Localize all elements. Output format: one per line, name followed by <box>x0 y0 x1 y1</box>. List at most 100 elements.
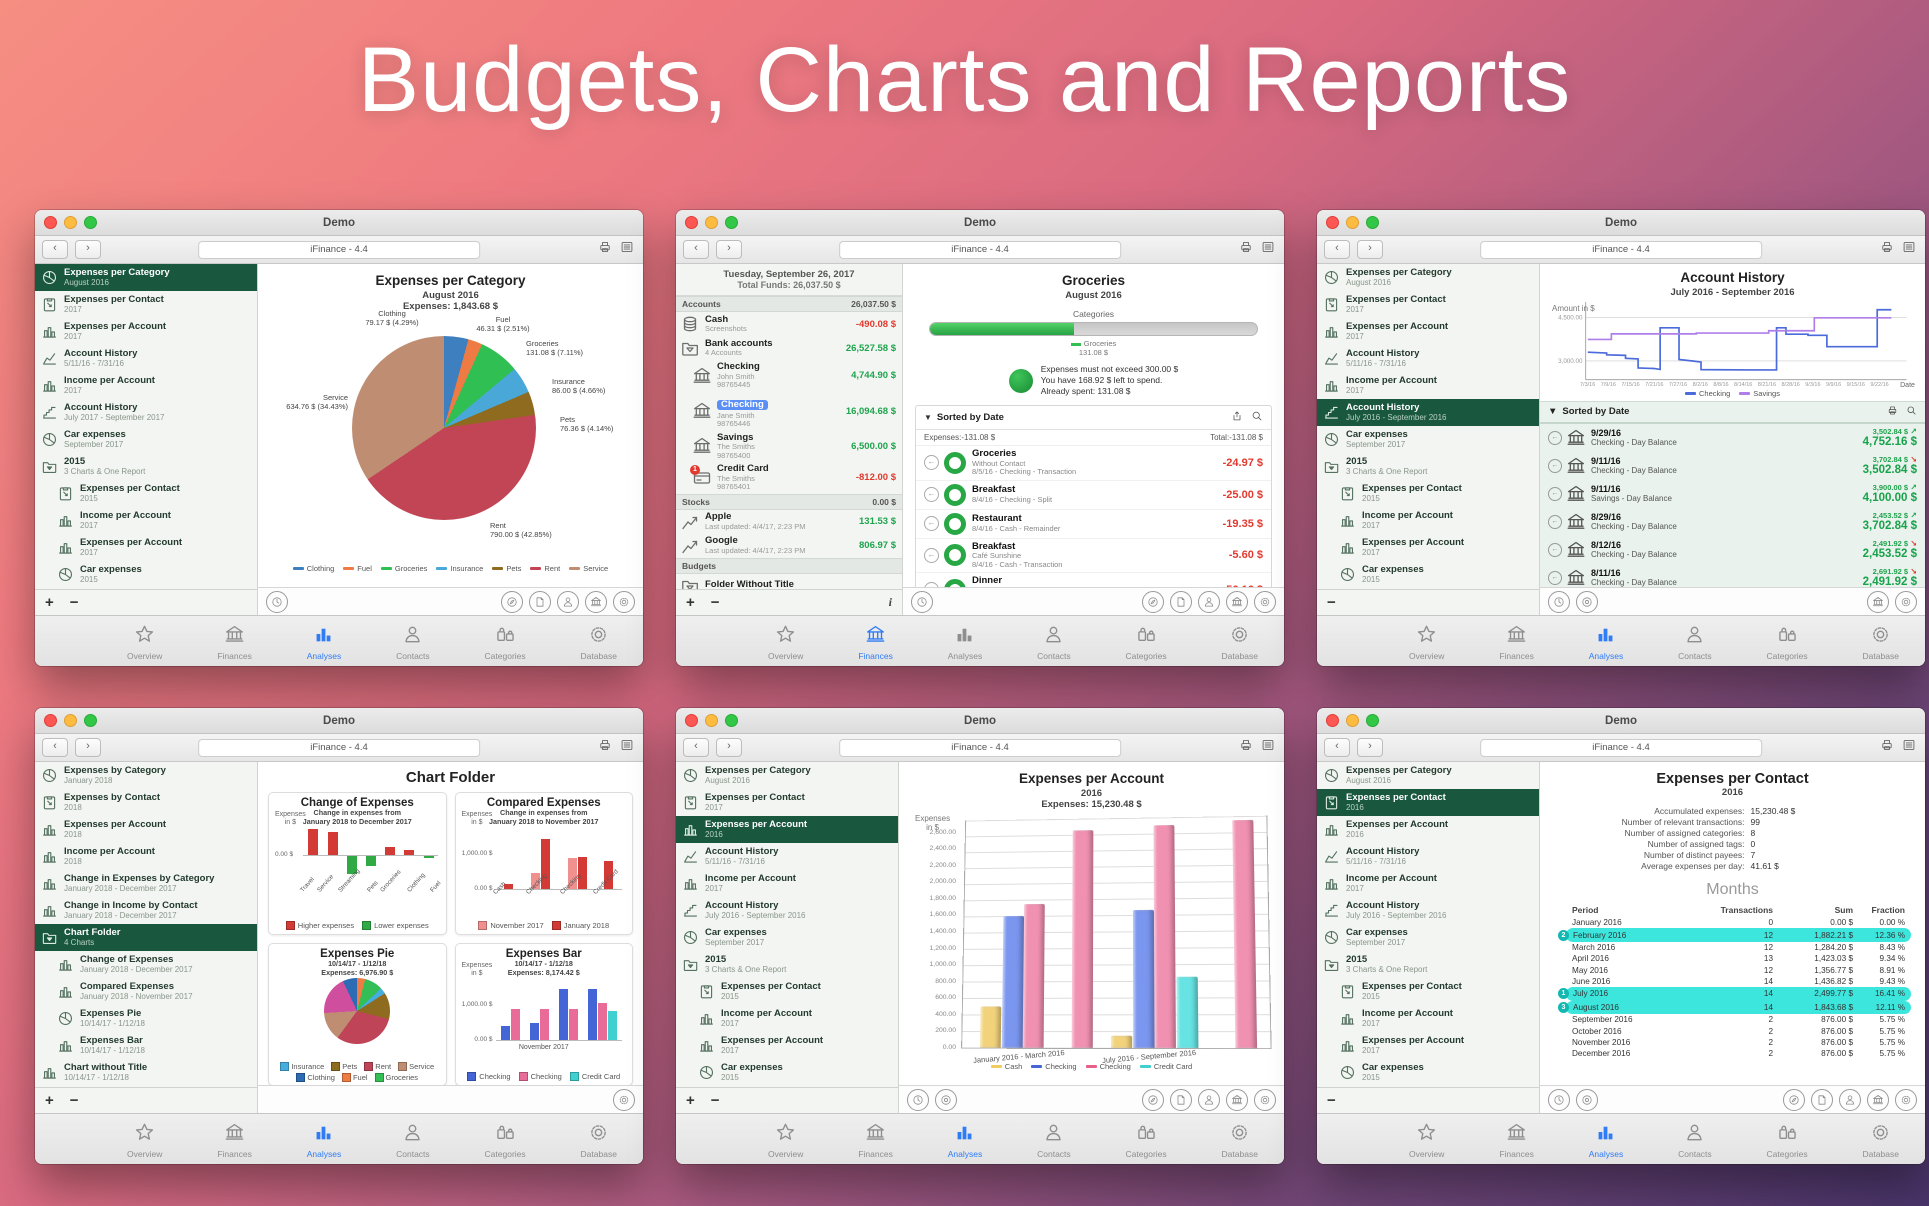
back-button[interactable]: ‹ <box>1324 738 1350 757</box>
table-row[interactable]: September 2016 2 876.00 $ 5.75 % <box>1566 1014 1911 1025</box>
table-row[interactable]: January 2016 0 0.00 $ 0.00 % <box>1566 917 1911 928</box>
toolbar-tab-database[interactable]: Database <box>1222 1122 1258 1159</box>
sidebar-item[interactable]: 2015 3 Charts & One Report <box>35 453 257 480</box>
toolbar-tab-database[interactable]: Database <box>581 624 617 661</box>
sidebar-item[interactable]: Income per Account 2017 <box>35 507 257 534</box>
sidebar-item[interactable]: Expenses per Account 2017 <box>1317 1032 1539 1059</box>
transaction-row[interactable]: ← Breakfast 8/4/16 - Checking - Split -25.0… <box>916 481 1271 510</box>
detail-arrow-icon[interactable]: ← <box>1548 458 1562 473</box>
table-row[interactable]: 3 August 2016 14 1,843.68 $ 12.11 % <box>1558 1000 1911 1014</box>
toolbar-tab-overview[interactable]: Overview <box>127 624 162 661</box>
doc-button[interactable] <box>1811 1088 1833 1111</box>
toolbar-tab-analyses[interactable]: Analyses <box>948 624 982 661</box>
sidebar-item[interactable]: Expenses per Category August 2016 <box>1317 762 1539 789</box>
balance-row[interactable]: ← 9/29/16 Checking - Day Balance 3,502.84 $… <box>1540 424 1925 452</box>
listicon-icon[interactable] <box>1261 240 1275 259</box>
close-button[interactable] <box>1326 714 1339 727</box>
app-version-field[interactable]: iFinance - 4.4 <box>1480 738 1762 757</box>
table-row[interactable]: October 2016 2 876.00 $ 5.75 % <box>1566 1025 1911 1036</box>
doc-button[interactable] <box>1170 590 1192 613</box>
sidebar-item[interactable]: 2015 3 Charts & One Report <box>676 951 898 978</box>
sidebar-item[interactable]: Account History July 2016 - September 201… <box>1317 399 1539 426</box>
chart-card[interactable]: Compared Expenses Change in expenses from… <box>454 792 633 935</box>
sidebar-item[interactable]: Car expenses September 2017 <box>1317 924 1539 951</box>
sidebar-item[interactable]: Account History July 2016 - September 201… <box>1317 897 1539 924</box>
eye-button[interactable] <box>1576 590 1598 613</box>
chart-card[interactable]: Expenses Pie 10/14/17 - 1/12/18 Expenses: … <box>268 943 447 1085</box>
sidebar-item[interactable]: Income per Account 2018 <box>35 843 257 870</box>
detail-arrow-icon[interactable]: ← <box>1548 542 1562 557</box>
minimize-button[interactable] <box>1346 714 1359 727</box>
sidebar-item[interactable]: Car expenses 2015 <box>35 561 257 588</box>
close-button[interactable] <box>685 714 698 727</box>
table-row[interactable]: November 2016 2 876.00 $ 5.75 % <box>1566 1037 1911 1048</box>
account-row[interactable]: 1 Credit Card The Smiths 98765401 -812.00 $ <box>676 462 902 494</box>
toolbar-tab-categories[interactable]: Categories <box>1767 1122 1808 1159</box>
back-button[interactable]: ‹ <box>42 240 68 259</box>
minimize-button[interactable] <box>1346 216 1359 229</box>
sidebar-item[interactable]: Account History July 2017 - September 201… <box>35 399 257 426</box>
sidebar-item[interactable]: 2015 3 Charts & One Report <box>1317 453 1539 480</box>
toolbar-tab-finances[interactable]: Finances <box>858 624 893 661</box>
sidebar-item[interactable]: 2015 3 Charts & One Report <box>1317 951 1539 978</box>
compass-button[interactable] <box>501 590 523 613</box>
sidebar-item[interactable]: Account History 5/11/16 - 7/31/16 <box>35 345 257 372</box>
zoom-button[interactable] <box>1366 216 1379 229</box>
back-button[interactable]: ‹ <box>683 240 709 259</box>
toolbar-tab-database[interactable]: Database <box>581 1122 617 1159</box>
sidebar-item[interactable]: Income per Account 2017 <box>676 870 898 897</box>
sidebar-item[interactable]: Expenses by Category January 2018 <box>35 762 257 789</box>
minimize-button[interactable] <box>705 216 718 229</box>
close-button[interactable] <box>1326 216 1339 229</box>
toolbar-tab-finances[interactable]: Finances <box>217 624 252 661</box>
close-button[interactable] <box>685 216 698 229</box>
gear-button[interactable] <box>1895 1088 1917 1111</box>
toolbar-tab-contacts[interactable]: Contacts <box>1037 624 1071 661</box>
sidebar-item[interactable]: Car expenses 2015 <box>1317 1059 1539 1086</box>
balance-row[interactable]: ← 8/11/16 Checking - Day Balance 2,691.92 $… <box>1540 564 1925 587</box>
doc-button[interactable] <box>1170 1088 1192 1111</box>
person-button[interactable] <box>557 590 579 613</box>
minimize-button[interactable] <box>705 714 718 727</box>
remove-button[interactable]: − <box>69 594 79 611</box>
sort-disclosure[interactable]: ▼ <box>924 413 932 422</box>
transaction-row[interactable]: ← Breakfast Café Sunshine 8/4/16 - Cash - T… <box>916 539 1271 573</box>
toolbar-tab-overview[interactable]: Overview <box>768 624 803 661</box>
sidebar-item[interactable]: Expenses per Account 2017 <box>35 318 257 345</box>
zoom-button[interactable] <box>84 714 97 727</box>
sidebar-item[interactable]: Expenses per Category August 2016 <box>676 762 898 789</box>
balance-row[interactable]: ← 8/29/16 Checking - Day Balance 2,453.52 $… <box>1540 508 1925 536</box>
printer-icon[interactable] <box>1880 240 1894 259</box>
account-row[interactable]: Savings The Smiths 98765400 6,500.00 $ <box>676 431 902 463</box>
table-row[interactable]: June 2016 14 1,436.82 $ 9.43 % <box>1566 976 1911 987</box>
balance-row[interactable]: ← 9/11/16 Savings - Day Balance 3,900.00 $ … <box>1540 480 1925 508</box>
sidebar-item[interactable]: Car expenses September 2017 <box>35 426 257 453</box>
printer-icon[interactable] <box>1239 738 1253 757</box>
remove-button[interactable]: − <box>1327 1092 1336 1109</box>
toolbar-tab-analyses[interactable]: Analyses <box>1589 624 1623 661</box>
doc-button[interactable] <box>529 590 551 613</box>
bank-button[interactable] <box>1867 590 1889 613</box>
zoom-button[interactable] <box>725 714 738 727</box>
printer-icon[interactable] <box>1239 240 1253 259</box>
sidebar-item[interactable]: Expenses Pie 10/14/17 - 1/12/18 <box>35 1005 257 1032</box>
chart-card[interactable]: Change of Expenses Change in expenses fro… <box>268 792 447 935</box>
toolbar-tab-database[interactable]: Database <box>1863 624 1899 661</box>
remove-button[interactable]: − <box>1327 594 1336 611</box>
search-icon[interactable] <box>1906 405 1917 419</box>
sidebar-item[interactable]: Expenses per Contact 2017 <box>676 789 898 816</box>
forward-button[interactable]: › <box>75 240 101 259</box>
gear-button[interactable] <box>1895 590 1917 613</box>
toolbar-tab-finances[interactable]: Finances <box>1499 1122 1534 1159</box>
compass-button[interactable] <box>1783 1088 1805 1111</box>
zoom-button[interactable] <box>84 216 97 229</box>
account-row[interactable]: Google Last updated: 4/4/17, 2:23 PM 806.9… <box>676 534 902 558</box>
account-row[interactable]: Cash Screenshots -490.08 $ <box>676 312 902 336</box>
clock-button[interactable] <box>266 590 288 613</box>
detail-arrow-icon[interactable]: ← <box>1548 430 1562 445</box>
minimize-button[interactable] <box>64 714 77 727</box>
clock-button[interactable] <box>1548 590 1570 613</box>
table-row[interactable]: 1 July 2016 14 2,499.77 $ 16.41 % <box>1558 987 1911 1001</box>
detail-arrow-icon[interactable]: ← <box>924 455 939 471</box>
transaction-row[interactable]: ← DinnerRestaurant8/3/16 - Cash - Transac… <box>916 573 1271 587</box>
